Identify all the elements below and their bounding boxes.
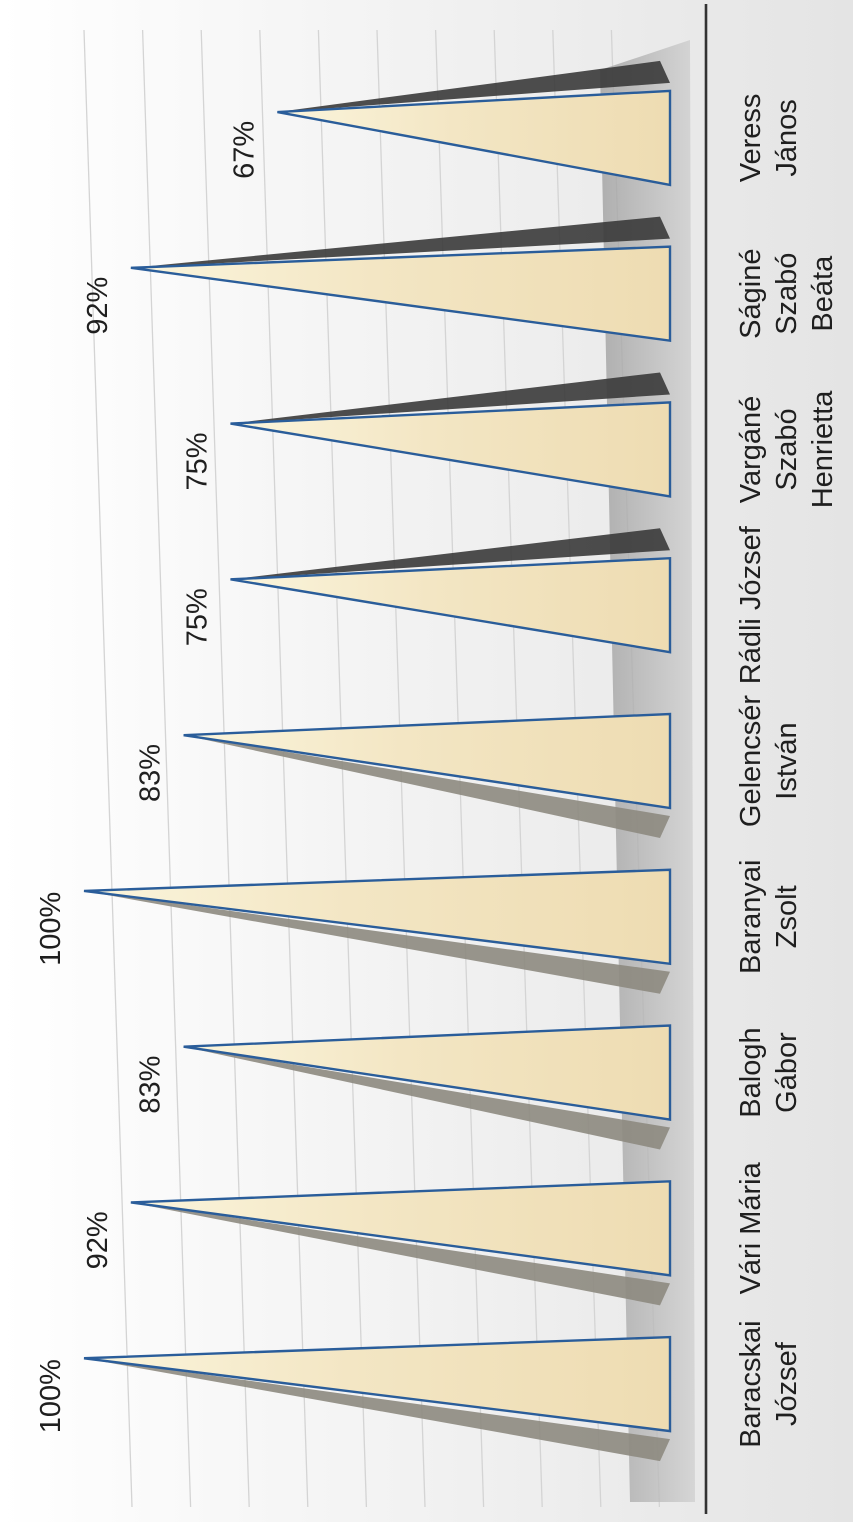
cone-bar [83, 868, 672, 966]
category-label-line: István [771, 722, 803, 799]
cone-shadow [84, 1358, 670, 1462]
category-label-line: Vargáné [735, 396, 767, 504]
cone-bar [130, 245, 672, 343]
cone-bar [277, 89, 672, 187]
value-label: 100% [35, 892, 67, 966]
value-label: 67% [228, 121, 260, 179]
category-label-line: Szabó [771, 408, 803, 490]
cone-shadow [183, 1046, 670, 1150]
value-label: 92% [82, 1211, 114, 1269]
category-label-line: Zsolt [771, 885, 803, 948]
category-labels: Baracskai József Vári Mária Balogh Gábor Bara… [735, 94, 839, 1448]
category-label-line: Gábor [771, 1032, 803, 1113]
category-label-line: Rádli József [735, 525, 767, 684]
category-label: Rádli József [735, 525, 767, 684]
category-label-line: Beáta [807, 255, 839, 332]
category-label: Vári Mária [735, 1161, 767, 1294]
category-label-line: Baranyai [735, 860, 767, 974]
category-label-line: József [771, 1341, 803, 1426]
cones [83, 89, 672, 1433]
cone-shadow [230, 372, 670, 424]
value-label: 83% [135, 744, 167, 802]
value-label: 75% [182, 432, 214, 490]
cone-shadow [277, 60, 670, 113]
category-label: Vargáné Szabó Henrietta [735, 390, 839, 509]
value-label: 75% [182, 588, 214, 646]
category-label: Ságiné Szabó Beáta [735, 249, 839, 339]
category-label-line: János [771, 99, 803, 176]
category-label: Balogh Gábor [735, 1027, 803, 1117]
cone-shadow [230, 528, 670, 580]
category-label: Gelencsér István [735, 695, 803, 828]
category-label: Veress János [735, 94, 803, 183]
gridline [141, 29, 192, 1508]
cone-bar [183, 1024, 672, 1121]
cone-shadow [130, 216, 670, 268]
cone-shadows [84, 60, 670, 1462]
category-label-line: Szabó [771, 253, 803, 335]
value-label: 100% [35, 1359, 67, 1433]
cone-bar [230, 401, 672, 498]
category-label-line: Vári Mária [735, 1161, 767, 1294]
cone-bar [230, 556, 672, 654]
category-label: Baracskai József [735, 1320, 803, 1447]
value-label: 92% [82, 277, 114, 335]
category-label: Baranyai Zsolt [735, 860, 803, 974]
category-label-line: Veress [735, 94, 767, 183]
cone-bar [130, 1180, 672, 1277]
cone-shadow [130, 1202, 670, 1306]
category-label-line: Henrietta [807, 390, 839, 509]
cone-bar [183, 712, 672, 810]
category-label-line: Gelencsér [735, 695, 767, 828]
value-label: 83% [135, 1056, 167, 1114]
cone-bar [83, 1335, 672, 1433]
category-label-line: Baracskai [735, 1320, 767, 1447]
gridline [83, 29, 133, 1508]
value-labels: 100% 92% 83% 100% 83% 75% 75% 92% 67% [35, 121, 260, 1433]
category-label-line: Balogh [735, 1027, 767, 1117]
cone-shadow [183, 735, 670, 838]
cone-shadow [84, 890, 670, 994]
category-label-line: Ságiné [735, 249, 767, 339]
